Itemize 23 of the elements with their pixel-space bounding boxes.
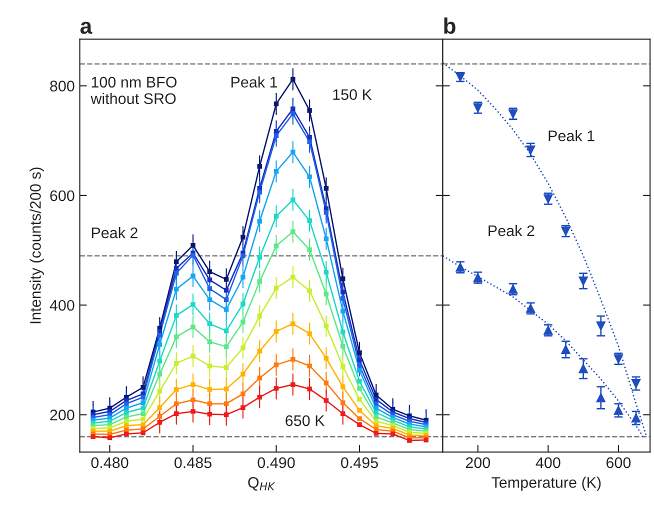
x-tick-label: 0.490 — [258, 457, 295, 468]
x-tick-label: 0.480 — [91, 457, 128, 468]
chart-title: a — [80, 22, 92, 34]
x-axis-title: Temperature (K) — [492, 476, 601, 491]
y-axis-title: Intensity (counts/200 s) — [30, 168, 44, 324]
annotation: 650 K — [286, 415, 325, 426]
x-tick-label: 0.495 — [340, 457, 378, 468]
y-tick-label: 200 — [50, 410, 74, 420]
annotation: Peak 2 — [488, 224, 534, 236]
annotation: Peak 1 — [231, 76, 278, 88]
annotation: 100 nm BFO without SRO — [90, 76, 177, 104]
x-tick-label: 400 — [536, 457, 560, 468]
annotation: 150 K — [333, 89, 372, 100]
annotation: Peak 2 — [92, 227, 138, 238]
annotation: Peak 1 — [548, 130, 594, 142]
x-tick-label: 200 — [466, 457, 490, 468]
x-tick-label: 600 — [606, 457, 631, 468]
y-tick-label: 600 — [50, 190, 74, 202]
y-tick-label: 400 — [50, 300, 74, 311]
y-tick-label: 800 — [50, 80, 74, 92]
x-tick-label: 0.485 — [174, 457, 212, 468]
x-axis-title: Q$_{HK}$ — [248, 477, 276, 491]
chart-title: b — [444, 18, 456, 34]
